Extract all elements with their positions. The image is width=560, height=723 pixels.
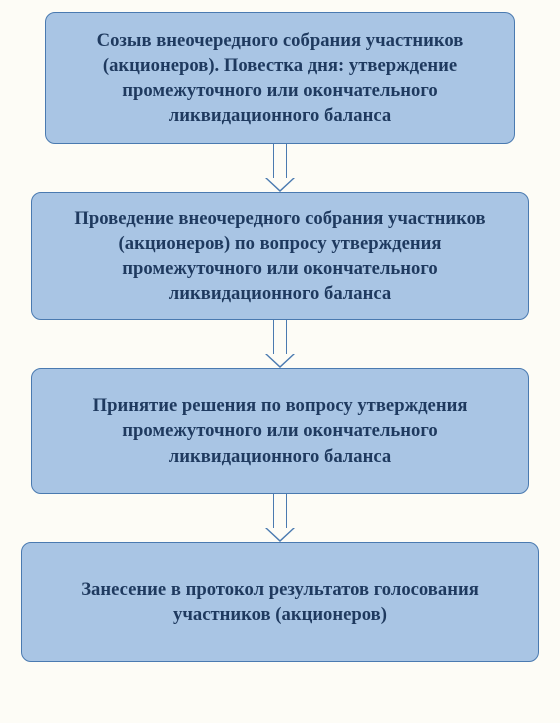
flow-node-4-label: Занесение в протокол результатов голосов… [22, 577, 538, 627]
flow-node-3: Принятие решения по вопросу утверждения … [31, 368, 529, 494]
flow-node-1: Созыв внеочередного собрания участников … [45, 12, 515, 144]
flow-node-1-label: Созыв внеочередного собрания участников … [46, 28, 514, 129]
arrow-head-inner [267, 528, 293, 540]
arrow-head [265, 528, 295, 542]
flow-arrow-2 [265, 320, 295, 368]
arrow-head [265, 354, 295, 368]
arrow-head [265, 178, 295, 192]
flow-node-3-label: Принятие решения по вопросу утверждения … [32, 393, 528, 469]
arrow-stem [273, 494, 287, 528]
flow-node-2: Проведение внеочередного собрания участн… [31, 192, 529, 320]
arrow-stem [273, 320, 287, 354]
arrow-head-inner [267, 354, 293, 366]
arrow-head-inner [267, 178, 293, 190]
arrow-stem [273, 144, 287, 178]
flow-node-2-label: Проведение внеочередного собрания участн… [32, 206, 528, 307]
flow-arrow-1 [265, 144, 295, 192]
flow-arrow-3 [265, 494, 295, 542]
flow-node-4: Занесение в протокол результатов голосов… [21, 542, 539, 662]
